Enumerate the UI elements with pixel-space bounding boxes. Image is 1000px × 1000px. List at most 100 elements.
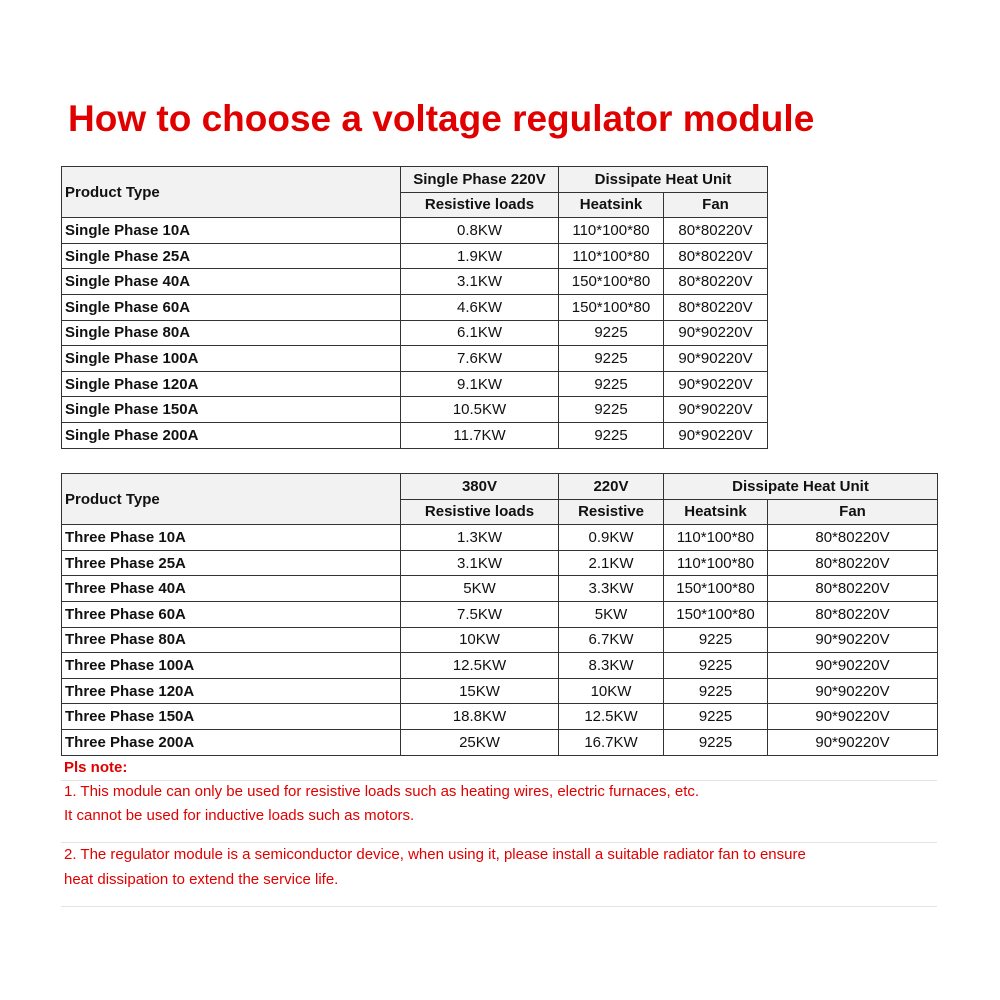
value-cell: 80*80220V xyxy=(663,242,768,270)
header-dissipate: Dissipate Heat Unit xyxy=(663,473,938,500)
header-fan: Fan xyxy=(663,191,768,219)
value-cell: 9225 xyxy=(558,370,664,398)
product-type-cell: Single Phase 100A xyxy=(61,345,401,372)
value-cell: 12.5KW xyxy=(558,703,664,730)
value-cell: 5KW xyxy=(558,600,664,628)
value-cell: 3.3KW xyxy=(558,575,664,602)
header-product-type: Product Type xyxy=(61,165,401,219)
table-row: Single Phase 10A 0.8KW 110*100*80 80*80220V xyxy=(61,217,768,244)
value-cell: 3.1KW xyxy=(400,268,559,295)
value-cell: 9225 xyxy=(663,728,768,756)
table-row: Three Phase 60A 7.5KW 5KW 150*100*80 80*8022… xyxy=(61,600,938,628)
product-type-cell: Three Phase 10A xyxy=(61,524,401,551)
product-type-cell: Single Phase 120A xyxy=(61,370,401,398)
table-row: Single Phase 100A 7.6KW 9225 90*90220V xyxy=(61,345,768,372)
table-row: Three Phase 25A 3.1KW 2.1KW 110*100*80 80*80… xyxy=(61,549,938,577)
product-type-cell: Three Phase 40A xyxy=(61,575,401,602)
value-cell: 4.6KW xyxy=(400,293,559,321)
value-cell: 9.1KW xyxy=(400,370,559,398)
value-cell: 12.5KW xyxy=(400,652,559,679)
header-loads: Resistive loads xyxy=(400,191,559,219)
page-title: How to choose a voltage regulator module xyxy=(68,98,815,139)
value-cell: 110*100*80 xyxy=(663,524,768,551)
product-type-cell: Single Phase 40A xyxy=(61,268,401,295)
value-cell: 90*90220V xyxy=(767,703,938,730)
value-cell: 3.1KW xyxy=(400,549,559,577)
value-cell: 11.7KW xyxy=(400,421,559,449)
product-type-cell: Three Phase 120A xyxy=(61,677,401,705)
value-cell: 150*100*80 xyxy=(663,575,768,602)
value-cell: 1.3KW xyxy=(400,524,559,551)
value-cell: 9225 xyxy=(663,677,768,705)
product-type-cell: Three Phase 60A xyxy=(61,600,401,628)
value-cell: 9225 xyxy=(558,421,664,449)
value-cell: 8.3KW xyxy=(558,652,664,679)
value-cell: 10KW xyxy=(400,626,559,654)
product-type-cell: Three Phase 200A xyxy=(61,728,401,756)
product-type-cell: Single Phase 60A xyxy=(61,293,401,321)
header-heatsink: Heatsink xyxy=(558,191,664,219)
value-cell: 10.5KW xyxy=(400,396,559,423)
value-cell: 0.8KW xyxy=(400,217,559,244)
table-row: Three Phase 150A 18.8KW 12.5KW 9225 90*90220… xyxy=(61,703,938,730)
header-resistive: Resistive xyxy=(558,498,664,526)
value-cell: 80*80220V xyxy=(663,268,768,295)
product-type-cell: Single Phase 150A xyxy=(61,396,401,423)
note-heading: Pls note: xyxy=(64,759,128,776)
header-fan: Fan xyxy=(767,498,938,526)
value-cell: 80*80220V xyxy=(663,293,768,321)
value-cell: 80*80220V xyxy=(663,217,768,244)
product-type-cell: Three Phase 100A xyxy=(61,652,401,679)
value-cell: 2.1KW xyxy=(558,549,664,577)
product-type-cell: Three Phase 25A xyxy=(61,549,401,577)
header-product-type: Product Type xyxy=(61,472,401,526)
table-row: Single Phase 40A 3.1KW 150*100*80 80*80220V xyxy=(61,268,768,295)
single-phase-table: Product Type Single Phase 220V Dissipate… xyxy=(61,165,768,449)
value-cell: 90*90220V xyxy=(663,319,768,347)
value-cell: 7.5KW xyxy=(400,600,559,628)
value-cell: 80*80220V xyxy=(767,575,938,602)
table-row: Single Phase 200A 11.7KW 9225 90*90220V xyxy=(61,421,768,449)
value-cell: 6.7KW xyxy=(558,626,664,654)
product-type-cell: Single Phase 10A xyxy=(61,217,401,244)
header-loads: Resistive loads xyxy=(400,498,559,526)
header-380v: 380V xyxy=(400,473,559,500)
product-type-cell: Single Phase 25A xyxy=(61,242,401,270)
value-cell: 0.9KW xyxy=(558,524,664,551)
table-row: Single Phase 150A 10.5KW 9225 90*90220V xyxy=(61,396,768,423)
table-row: Single Phase 80A 6.1KW 9225 90*90220V xyxy=(61,319,768,347)
value-cell: 9225 xyxy=(558,396,664,423)
product-type-cell: Three Phase 80A xyxy=(61,626,401,654)
value-cell: 16.7KW xyxy=(558,728,664,756)
divider xyxy=(61,906,937,907)
value-cell: 15KW xyxy=(400,677,559,705)
value-cell: 10KW xyxy=(558,677,664,705)
note-line: 1. This module can only be used for resi… xyxy=(64,783,700,800)
table-row: Three Phase 40A 5KW 3.3KW 150*100*80 80*8022… xyxy=(61,575,938,602)
value-cell: 150*100*80 xyxy=(558,293,664,321)
value-cell: 9225 xyxy=(558,319,664,347)
value-cell: 90*90220V xyxy=(767,728,938,756)
value-cell: 150*100*80 xyxy=(663,600,768,628)
note-line: It cannot be used for inductive loads su… xyxy=(64,807,415,824)
value-cell: 90*90220V xyxy=(767,626,938,654)
value-cell: 18.8KW xyxy=(400,703,559,730)
table-row: Three Phase 120A 15KW 10KW 9225 90*90220V xyxy=(61,677,938,705)
header-dissipate: Dissipate Heat Unit xyxy=(558,166,768,193)
value-cell: 1.9KW xyxy=(400,242,559,270)
value-cell: 9225 xyxy=(663,652,768,679)
value-cell: 5KW xyxy=(400,575,559,602)
value-cell: 110*100*80 xyxy=(663,549,768,577)
note-line: 2. The regulator module is a semiconduct… xyxy=(64,846,806,863)
divider xyxy=(61,842,937,843)
divider xyxy=(61,780,937,781)
product-type-cell: Three Phase 150A xyxy=(61,703,401,730)
table-row: Single Phase 25A 1.9KW 110*100*80 80*80220V xyxy=(61,242,768,270)
header-heatsink: Heatsink xyxy=(663,498,768,526)
value-cell: 25KW xyxy=(400,728,559,756)
table-row: Three Phase 10A 1.3KW 0.9KW 110*100*80 80*80… xyxy=(61,524,938,551)
value-cell: 110*100*80 xyxy=(558,217,664,244)
table-row: Single Phase 120A 9.1KW 9225 90*90220V xyxy=(61,370,768,398)
value-cell: 80*80220V xyxy=(767,549,938,577)
three-phase-table: Product Type 380V 220V Dissipate Heat Un… xyxy=(61,472,938,756)
